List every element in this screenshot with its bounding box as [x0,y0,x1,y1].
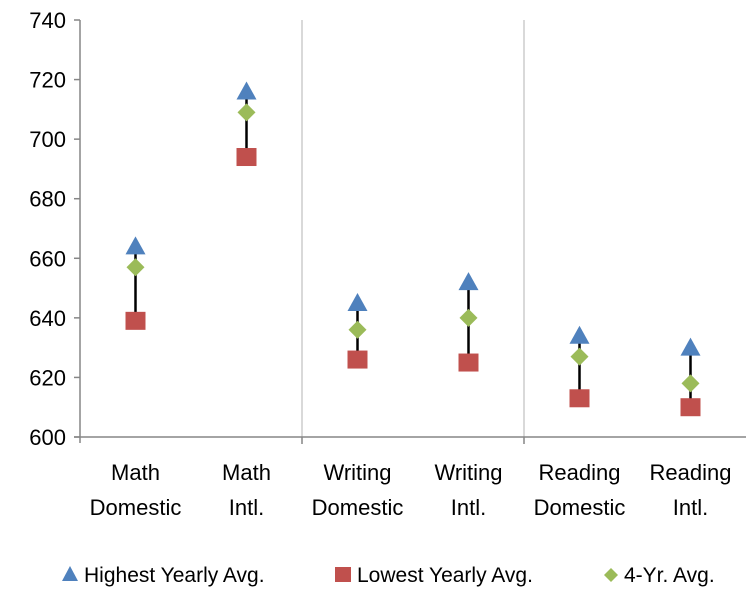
x-category-label-line: Reading [539,460,621,485]
square-marker-1 [125,311,146,330]
x-category-label-line: Math [111,460,160,485]
square-marker-6 [680,398,701,417]
diamond-marker-3 [348,320,367,339]
legend-diamond-icon [604,568,618,582]
x-category-label-line: Domestic [90,495,182,520]
x-category-label-5: Reading Domestic [534,460,626,520]
legend-square-icon [335,567,351,582]
y-tick-label-620: 620 [29,365,66,390]
legend-label-2: Lowest Yearly Avg. [357,564,533,587]
triangle-marker-5 [569,325,590,344]
x-category-label-line: Domestic [534,495,626,520]
y-tick-label-660: 660 [29,246,66,271]
triangle-marker-4 [458,272,479,291]
y-tick-label-640: 640 [29,306,66,331]
x-category-label-line: Intl. [451,495,486,520]
legend: Highest Yearly Avg. Lowest Yearly Avg. 4-Y… [62,564,715,587]
y-tick-label-720: 720 [29,68,66,93]
y-tick-label-600: 600 [29,425,66,450]
x-category-label-4: Writing Intl. [434,460,502,520]
y-tick-label-680: 680 [29,187,66,212]
square-marker-3 [347,350,368,369]
diamond-marker-5 [570,347,589,366]
x-category-label-1: Math Domestic [90,460,182,520]
x-category-label-line: Reading [650,460,732,485]
triangle-marker-2 [236,81,257,100]
x-category-label-line: Writing [434,460,502,485]
square-marker-4 [458,353,479,372]
data-markers [125,81,701,417]
x-category-label-line: Math [222,460,271,485]
y-axis-ticks: 600 620 640 660 680 700 720 740 [29,8,80,450]
group-dividers [301,20,525,437]
square-marker-2 [236,148,257,167]
axes [74,20,746,444]
diamond-marker-4 [459,308,478,327]
x-category-label-6: Reading Intl. [650,460,732,520]
legend-label-3: 4-Yr. Avg. [624,564,715,587]
x-category-label-line: Domestic [312,495,404,520]
triangle-marker-1 [125,236,146,255]
x-category-label-line: Intl. [673,495,708,520]
high-low-lines [134,91,692,408]
legend-label-1: Highest Yearly Avg. [84,564,265,587]
triangle-marker-3 [347,292,368,311]
legend-triangle-icon [62,566,78,581]
x-category-label-2: Math Intl. [222,460,271,520]
square-marker-5 [569,389,590,408]
diamond-marker-6 [681,374,700,393]
triangle-marker-6 [680,337,701,356]
diamond-marker-2 [237,103,256,122]
x-category-label-line: Intl. [229,495,264,520]
diamond-marker-1 [126,258,145,277]
x-category-label-3: Writing Domestic [312,460,404,520]
x-category-label-line: Writing [323,460,391,485]
y-tick-label-740: 740 [29,8,66,33]
y-tick-label-700: 700 [29,127,66,152]
